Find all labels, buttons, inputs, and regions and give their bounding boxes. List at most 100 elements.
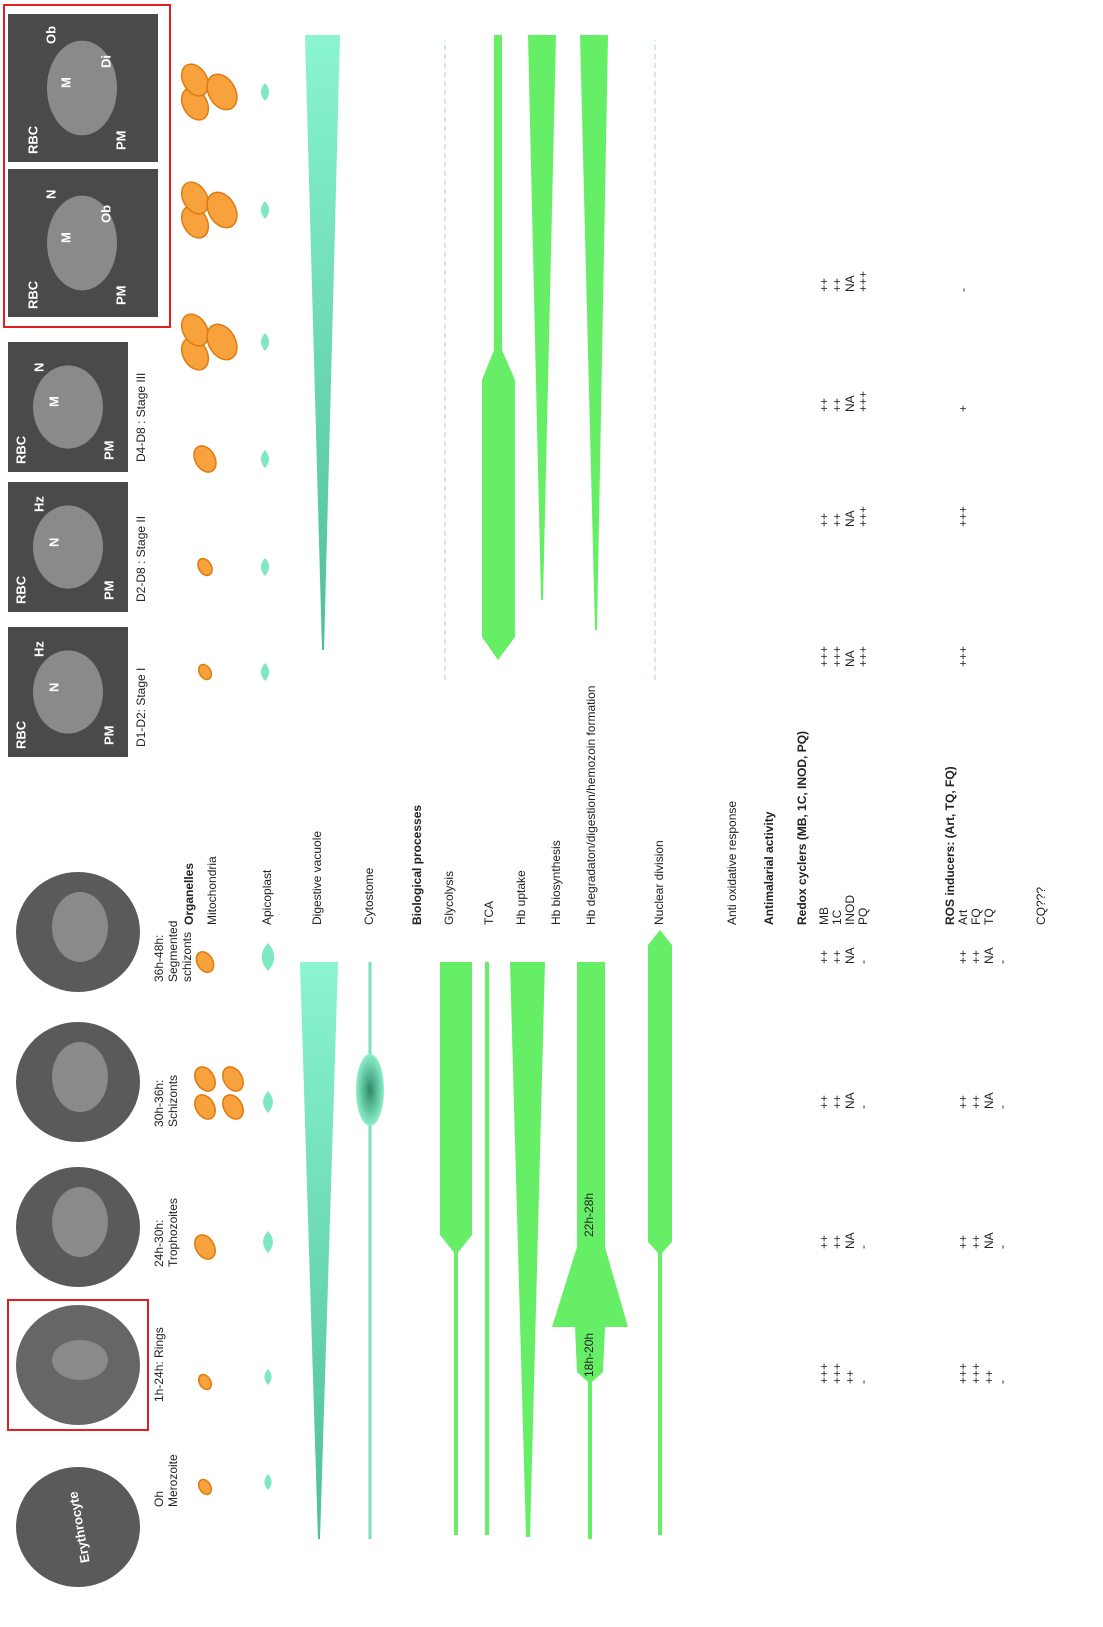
apicoplast (263, 1231, 273, 1253)
cytostome-bulge (356, 1054, 384, 1126)
red-box (7, 1299, 149, 1431)
activity-value: ++ (830, 278, 844, 292)
activity-value: - (856, 1105, 870, 1109)
apicoplast (260, 333, 270, 351)
glycolysis-band (440, 962, 472, 1255)
activity-value: ++ (830, 1095, 844, 1109)
stage-label: D1-D2: Stage I (134, 668, 148, 747)
apicoplast (264, 1369, 272, 1385)
activity-value: NA (843, 1232, 857, 1249)
mitochondrion (193, 445, 217, 473)
activity-value: +++ (856, 646, 870, 667)
row-label: Hb uptake (514, 870, 528, 925)
apicoplast (260, 83, 270, 101)
row-label: Redox cyclers (MB, 1C, INOD, PQ) (795, 731, 809, 925)
activity-value: NA (982, 1232, 996, 1249)
image-label: RBC (13, 575, 28, 604)
stage-label: D2-D8 : Stage II (134, 516, 148, 602)
activity-value: ++ (817, 1095, 831, 1109)
stage-label: Schizonts (166, 1075, 180, 1127)
hb-degradation-band (552, 962, 628, 1382)
mitochondrion (180, 63, 210, 97)
mitochondrion (222, 1066, 244, 1092)
activity-value: - (856, 1380, 870, 1384)
row-label: MB (817, 907, 831, 925)
activity-value: +++ (856, 391, 870, 412)
activity-value: ++ (830, 1235, 844, 1249)
stage-label: 36h-48h: (152, 935, 166, 982)
row-label: INOD (843, 895, 857, 925)
stage-label: D4-D8 : Stage III (134, 373, 148, 462)
apicoplast (264, 1474, 272, 1490)
parasite (47, 195, 117, 291)
mitochondrion (206, 191, 238, 229)
timing-label: 18h-20h (582, 1333, 596, 1377)
activity-value: NA (843, 650, 857, 667)
row-label: Apicoplast (260, 869, 274, 925)
row-label: Biological processes (410, 805, 424, 925)
row-label: Organelles (182, 863, 196, 925)
hb-uptake-bar (510, 962, 545, 1537)
row-label: Hb biosynthesis (549, 840, 563, 925)
mitochondrion (197, 1373, 213, 1391)
mitochondrion (194, 1234, 216, 1260)
activity-value: - (856, 1245, 870, 1249)
activity-value: NA (843, 947, 857, 964)
mitochondrion (195, 950, 215, 974)
image-label: PM (101, 441, 116, 461)
digestive-vacuole-bar (300, 962, 338, 1539)
digestive-vacuole-bar (305, 35, 340, 650)
row-label: CQ??? (1034, 887, 1048, 925)
parasite (47, 40, 117, 136)
parasite (52, 1042, 108, 1112)
activity-value: - (856, 960, 870, 964)
stage-label: 24h-30h: (152, 1220, 166, 1267)
image-label: RBC (13, 435, 28, 464)
activity-value: +++ (856, 271, 870, 292)
apicoplast (260, 201, 270, 219)
parasite (52, 892, 108, 962)
parasite (33, 650, 103, 734)
row-label: Glycolysis (442, 871, 456, 925)
image-label: RBC (25, 125, 40, 154)
image-label: Di (98, 55, 113, 68)
mitochondrion (206, 73, 238, 111)
row-label: Hb degradaton/digestion/hemozoin formati… (584, 686, 598, 925)
parasite (33, 365, 103, 449)
image-label: RBC (25, 280, 40, 309)
row-label: Mitochondria (205, 856, 219, 925)
activity-value: +++ (969, 1363, 983, 1384)
apicoplast (260, 558, 270, 576)
activity-value: ++ (969, 950, 983, 964)
activity-value: ++ (956, 950, 970, 964)
nuclear-division-band (648, 930, 672, 1255)
activity-value: - (995, 1245, 1009, 1249)
activity-value: ++ (969, 1235, 983, 1249)
image-label: RBC (13, 720, 28, 749)
parasite (52, 1340, 108, 1380)
row-label: FQ (969, 908, 983, 925)
parasite (33, 505, 103, 589)
activity-value: - (995, 1380, 1009, 1384)
parasite (52, 1187, 108, 1257)
image-label: M (46, 396, 61, 407)
row-label: Nuclear division (652, 840, 666, 925)
image-label: PM (101, 581, 116, 601)
row-label: Digestive vacuole (310, 831, 324, 925)
image-label: M (58, 232, 73, 243)
activity-value: +++ (956, 506, 970, 527)
activity-value: ++ (817, 278, 831, 292)
stage-label: Merozoite (166, 1454, 180, 1507)
activity-value: + (956, 405, 970, 412)
activity-value: +++ (830, 646, 844, 667)
activity-value: NA (982, 1092, 996, 1109)
row-label: ROS inducers: (Art, TQ, FQ) (943, 766, 957, 925)
activity-value: ++ (982, 1370, 996, 1384)
stage-label: Segmented (166, 921, 180, 982)
row-label: TCA (482, 901, 496, 925)
image-label: M (58, 77, 73, 88)
activity-value: NA (843, 1092, 857, 1109)
activity-value: +++ (856, 506, 870, 527)
